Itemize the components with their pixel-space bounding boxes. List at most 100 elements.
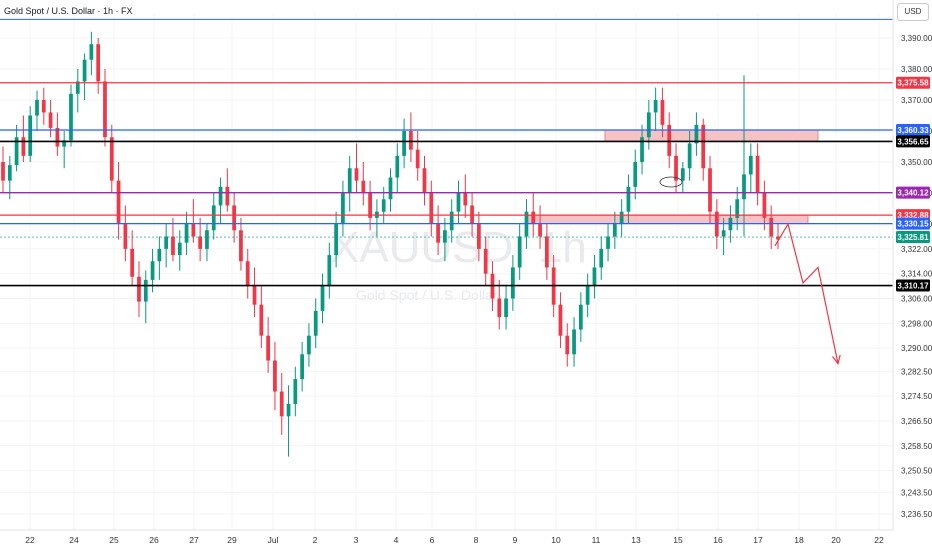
candle-body: [429, 193, 434, 225]
candle: [184, 211, 189, 256]
candle-body: [96, 44, 101, 82]
x-tick-label: 18: [794, 535, 804, 545]
price-tag-label: 3,356.65: [897, 137, 929, 146]
price-tag[interactable]: 3,360.33: [896, 124, 930, 137]
y-tick-label: 3,243.50: [901, 488, 932, 497]
candle: [578, 292, 583, 342]
y-axis[interactable]: 3,390.003,380.003,370.003,360.003,350.00…: [901, 34, 932, 519]
candle-body: [239, 230, 243, 262]
candle-body: [252, 286, 257, 305]
candle-body: [701, 124, 706, 169]
candle: [368, 180, 372, 231]
candle: [164, 224, 169, 268]
candlestick-series: [1, 31, 780, 457]
candle-body: [395, 155, 400, 178]
x-tick-label: 24: [69, 535, 79, 545]
y-tick-label: 3,350.00: [901, 158, 932, 167]
x-tick-label: 29: [227, 535, 237, 545]
candle: [239, 217, 243, 271]
candle: [123, 205, 128, 262]
candle-body: [443, 230, 447, 243]
watermark-symbol: XAUUSD, 1h: [330, 223, 587, 272]
candle-body: [191, 224, 196, 237]
candle: [762, 180, 767, 231]
candle-body: [75, 81, 80, 94]
candle-body: [245, 261, 250, 287]
price-tag[interactable]: 3,325.81: [896, 231, 930, 244]
candle: [130, 230, 135, 287]
y-tick-label: 3,250.50: [901, 467, 932, 476]
x-tick-label: 2: [313, 535, 318, 545]
candle-body: [592, 267, 597, 287]
candle: [592, 255, 597, 299]
candle: [41, 87, 46, 125]
candle: [769, 205, 774, 249]
candle: [320, 273, 325, 324]
candle: [415, 131, 420, 181]
candle-body: [184, 224, 189, 243]
candle-body: [388, 177, 393, 200]
x-axis[interactable]: 22 24 25 26 27 29 Jul 2 3 4 6 8 9 10 11 13 15 16 17 18 20 22: [25, 535, 884, 545]
candle: [388, 168, 393, 212]
candle-body: [402, 131, 406, 156]
watermark-name: Gold Spot / U.S. Dollar: [356, 287, 498, 303]
price-tag[interactable]: 3,310.17: [896, 279, 930, 292]
candle-body: [341, 193, 345, 225]
candle-body: [748, 155, 753, 175]
price-tag[interactable]: 3,340.12: [896, 186, 930, 199]
price-tag[interactable]: 3,356.65: [896, 135, 930, 148]
candle-body: [273, 360, 277, 392]
price-tag-label: 3,332.88: [897, 211, 929, 220]
candle: [585, 273, 590, 318]
candle-body: [612, 224, 617, 237]
candle: [28, 106, 33, 163]
price-tag-label: 3,360.33: [897, 126, 929, 135]
candle: [429, 180, 434, 237]
candle: [708, 155, 712, 225]
candle-body: [606, 236, 610, 249]
candle: [109, 124, 114, 194]
candle: [755, 143, 760, 206]
candle-body: [14, 137, 19, 166]
candle: [653, 87, 658, 132]
y-tick-label: 3,236.50: [901, 510, 932, 519]
candle: [701, 118, 706, 181]
currency-button[interactable]: USD: [897, 3, 929, 21]
candle: [82, 53, 87, 101]
candle-body: [354, 168, 359, 181]
candle-body: [558, 304, 563, 336]
price-tag-label: 3,375.58: [897, 79, 929, 88]
candle-body: [456, 193, 461, 212]
candle: [402, 118, 406, 169]
candle: [157, 236, 162, 280]
candle-body: [109, 137, 114, 181]
candle-body: [409, 131, 413, 150]
candle: [354, 143, 359, 194]
x-tick-label: 15: [673, 535, 683, 545]
price-tag[interactable]: 3,330.15: [896, 217, 930, 230]
candle: [103, 69, 107, 147]
candle: [252, 267, 257, 318]
candle-body: [762, 193, 767, 218]
candle-body: [307, 335, 311, 355]
candle: [361, 162, 366, 206]
candle-body: [660, 100, 665, 125]
candle: [55, 112, 60, 156]
candle-body: [143, 279, 148, 302]
y-tick-label: 3,266.50: [901, 417, 932, 426]
candle: [633, 149, 638, 200]
candle-body: [626, 186, 631, 212]
candle-body: [531, 211, 536, 225]
candle: [599, 236, 604, 280]
candle-body: [313, 310, 318, 336]
candle: [748, 143, 753, 194]
candle-body: [585, 286, 590, 305]
y-tick-label: 3,290.00: [901, 344, 932, 353]
candle-body: [259, 304, 264, 336]
candle-body: [327, 255, 332, 287]
y-tick-label: 3,274.50: [901, 392, 932, 401]
candle: [205, 224, 209, 262]
price-tag[interactable]: 3,375.58: [896, 76, 930, 89]
candle-body: [578, 304, 583, 330]
